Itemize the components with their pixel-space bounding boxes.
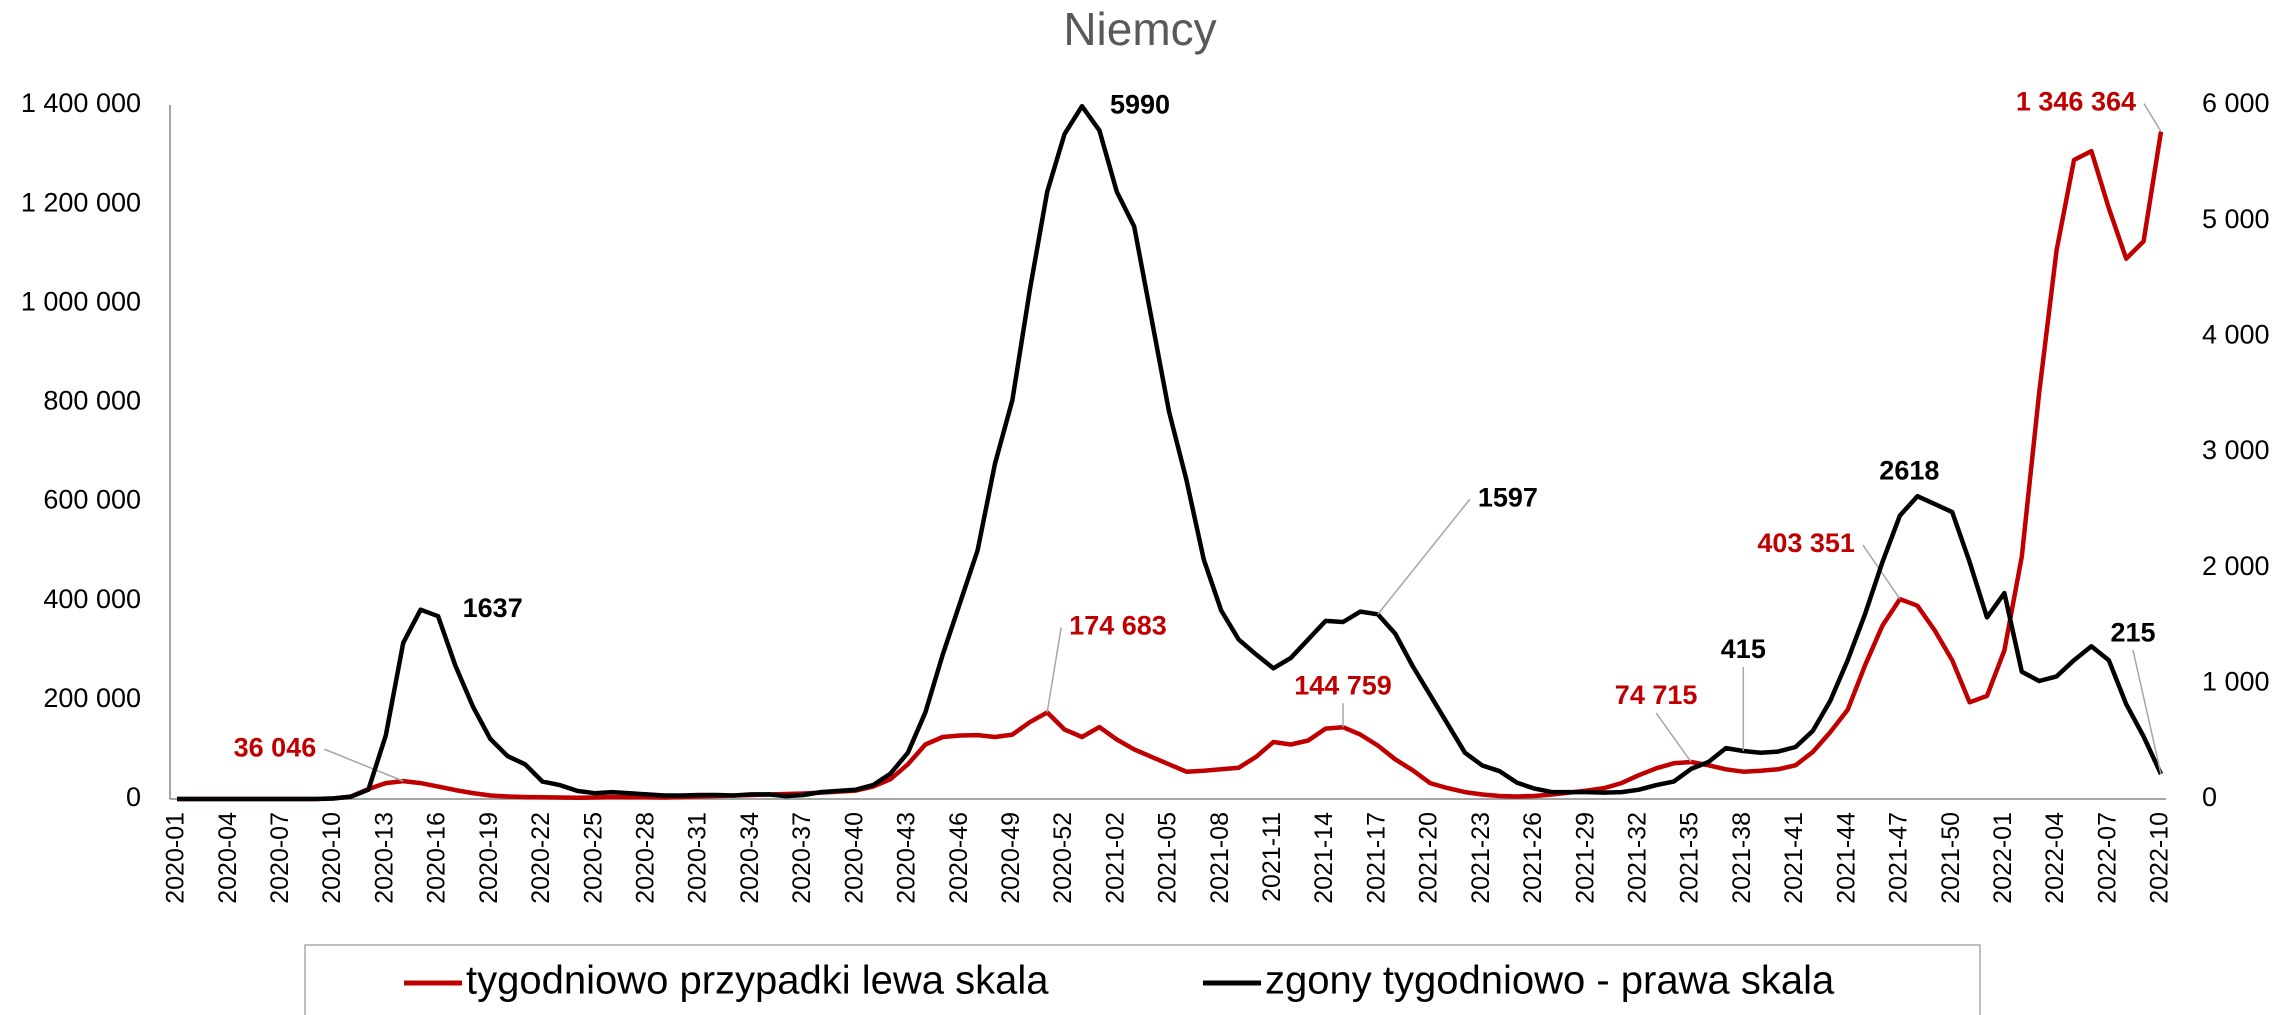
x-tick-label: 2020-19 bbox=[475, 812, 503, 904]
data-label: 1597 bbox=[1478, 482, 1538, 512]
data-label: 415 bbox=[1721, 634, 1766, 664]
x-tick-label: 2020-04 bbox=[214, 812, 242, 904]
y-tick-label: 200 000 bbox=[43, 683, 141, 713]
data-label: 174 683 bbox=[1069, 611, 1167, 641]
y2-tick-label: 3 000 bbox=[2202, 435, 2270, 465]
x-tick-label: 2020-34 bbox=[736, 812, 764, 904]
leader-line bbox=[1655, 712, 1692, 763]
legend-label: zgony tygodniowo - prawa skala bbox=[1265, 959, 1835, 1003]
x-tick-label: 2021-05 bbox=[1154, 812, 1182, 904]
x-tick-label: 2021-47 bbox=[1885, 812, 1913, 904]
data-label: 1 346 364 bbox=[2016, 87, 2136, 117]
data-label: 1637 bbox=[463, 593, 523, 623]
leader-line bbox=[323, 748, 404, 782]
x-tick-label: 2020-46 bbox=[945, 812, 973, 904]
x-tick-label: 2021-29 bbox=[1571, 812, 1599, 904]
x-tick-label: 2022-07 bbox=[2093, 812, 2121, 904]
legend-label: tygodniowo przypadki lewa skala bbox=[466, 959, 1049, 1003]
x-tick-label: 2021-41 bbox=[1780, 812, 1808, 904]
x-tick-label: 2021-14 bbox=[1310, 812, 1338, 904]
x-tick-label: 2022-10 bbox=[2146, 812, 2174, 904]
data-label: 403 351 bbox=[1757, 528, 1855, 558]
leader-line bbox=[1377, 498, 1471, 615]
chart-title: Niemcy bbox=[1063, 3, 1216, 55]
data-label: 2618 bbox=[1879, 455, 1939, 485]
y-tick-label: 600 000 bbox=[43, 485, 141, 515]
data-label: 36 046 bbox=[234, 732, 317, 762]
x-tick-label: 2021-32 bbox=[1624, 812, 1652, 904]
y-tick-label: 800 000 bbox=[43, 386, 141, 416]
x-tick-label: 2020-13 bbox=[370, 812, 398, 904]
leader-line bbox=[2132, 649, 2162, 775]
x-tick-label: 2020-40 bbox=[840, 812, 868, 904]
x-tick-label: 2021-20 bbox=[1415, 812, 1443, 904]
data-label: 144 759 bbox=[1294, 670, 1392, 700]
x-tick-label: 2020-31 bbox=[684, 812, 712, 904]
y2-tick-label: 4 000 bbox=[2202, 319, 2270, 349]
x-tick-label: 2021-11 bbox=[1258, 812, 1286, 902]
leader-line bbox=[2143, 103, 2162, 132]
x-tick-label: 2021-26 bbox=[1519, 812, 1547, 904]
x-tick-label: 2022-01 bbox=[1989, 812, 2017, 904]
y-tick-label: 400 000 bbox=[43, 584, 141, 614]
x-tick-label: 2020-37 bbox=[788, 812, 816, 904]
x-tick-label: 2020-25 bbox=[579, 812, 607, 904]
x-tick-label: 2020-49 bbox=[997, 812, 1025, 904]
x-tick-label: 2021-08 bbox=[1206, 812, 1234, 904]
y2-tick-label: 5 000 bbox=[2202, 204, 2270, 234]
y-tick-label: 1 000 000 bbox=[21, 286, 141, 316]
x-tick-label: 2022-04 bbox=[2041, 812, 2069, 904]
y2-tick-label: 2 000 bbox=[2202, 551, 2270, 581]
y2-tick-label: 0 bbox=[2202, 782, 2217, 812]
x-tick-label: 2021-35 bbox=[1676, 812, 1704, 904]
series-line bbox=[177, 103, 2164, 802]
data-label: 215 bbox=[2110, 617, 2155, 647]
x-tick-label: 2020-16 bbox=[423, 812, 451, 904]
data-label: 74 715 bbox=[1615, 680, 1698, 710]
x-tick-label: 2021-38 bbox=[1728, 812, 1756, 904]
x-tick-label: 2021-02 bbox=[1101, 812, 1129, 904]
x-tick-label: 2020-43 bbox=[893, 812, 921, 904]
y2-tick-label: 1 000 bbox=[2202, 666, 2270, 696]
x-tick-label: 2021-50 bbox=[1937, 812, 1965, 904]
x-tick-label: 2020-28 bbox=[632, 812, 660, 904]
x-tick-label: 2021-17 bbox=[1362, 812, 1390, 904]
x-tick-label: 2020-52 bbox=[1049, 812, 1077, 904]
x-tick-label: 2021-44 bbox=[1832, 812, 1860, 904]
legend-box bbox=[304, 944, 1981, 1015]
x-tick-label: 2020-10 bbox=[318, 812, 346, 904]
y2-tick-label: 6 000 bbox=[2202, 88, 2270, 118]
series-line bbox=[177, 131, 2164, 802]
y-tick-label: 1 400 000 bbox=[21, 88, 141, 118]
x-tick-label: 2020-01 bbox=[162, 812, 190, 904]
leader-line bbox=[1046, 627, 1062, 713]
x-tick-label: 2021-23 bbox=[1467, 812, 1495, 904]
y-tick-label: 0 bbox=[126, 782, 141, 812]
x-tick-label: 2020-22 bbox=[527, 812, 555, 904]
y-tick-label: 1 200 000 bbox=[21, 187, 141, 217]
data-label: 5990 bbox=[1110, 89, 1170, 119]
x-tick-label: 2020-07 bbox=[266, 812, 294, 904]
